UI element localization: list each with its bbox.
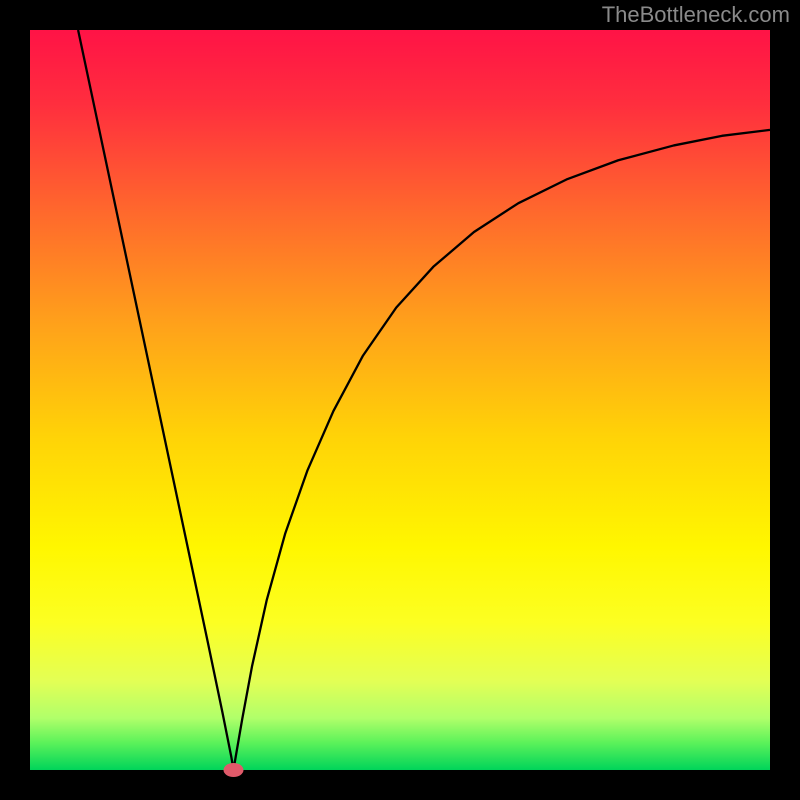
watermark-text: TheBottleneck.com xyxy=(602,2,790,28)
optimal-point-marker xyxy=(224,763,244,777)
chart-gradient-background xyxy=(30,30,770,770)
bottleneck-chart xyxy=(0,0,800,800)
chart-container: TheBottleneck.com xyxy=(0,0,800,800)
